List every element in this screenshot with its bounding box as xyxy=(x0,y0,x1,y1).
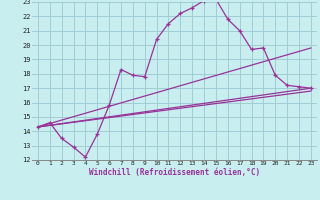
X-axis label: Windchill (Refroidissement éolien,°C): Windchill (Refroidissement éolien,°C) xyxy=(89,168,260,177)
